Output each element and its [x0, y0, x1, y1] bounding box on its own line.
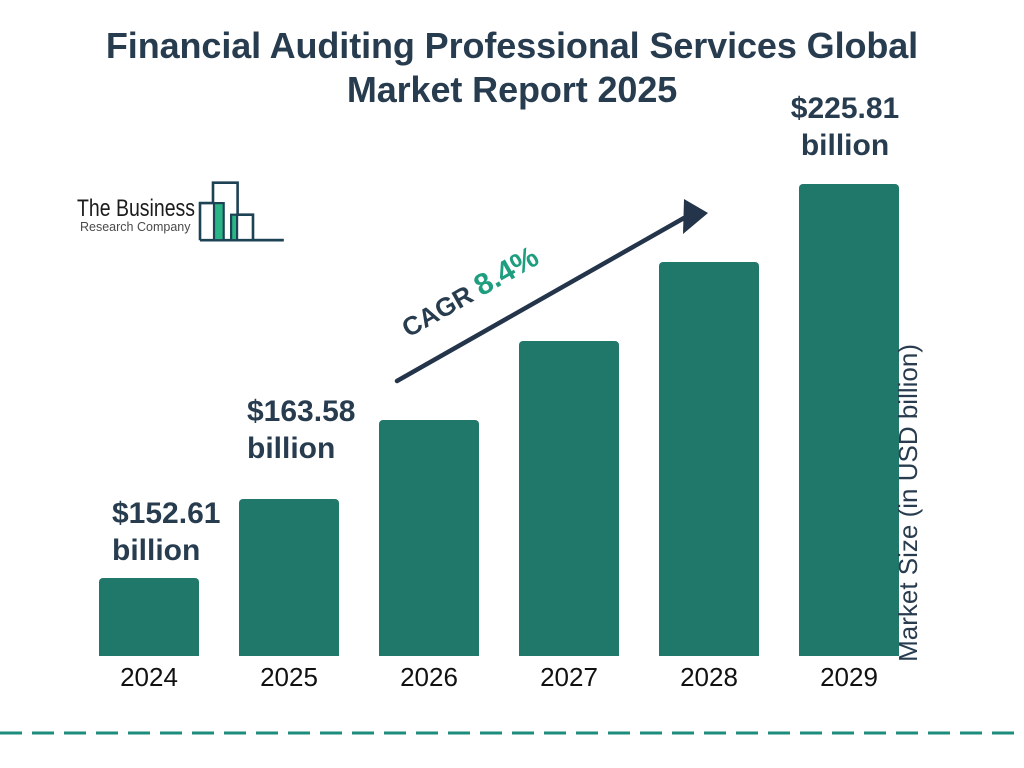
svg-text:The Business: The Business [77, 195, 195, 222]
svg-text:Research Company: Research Company [80, 220, 191, 234]
